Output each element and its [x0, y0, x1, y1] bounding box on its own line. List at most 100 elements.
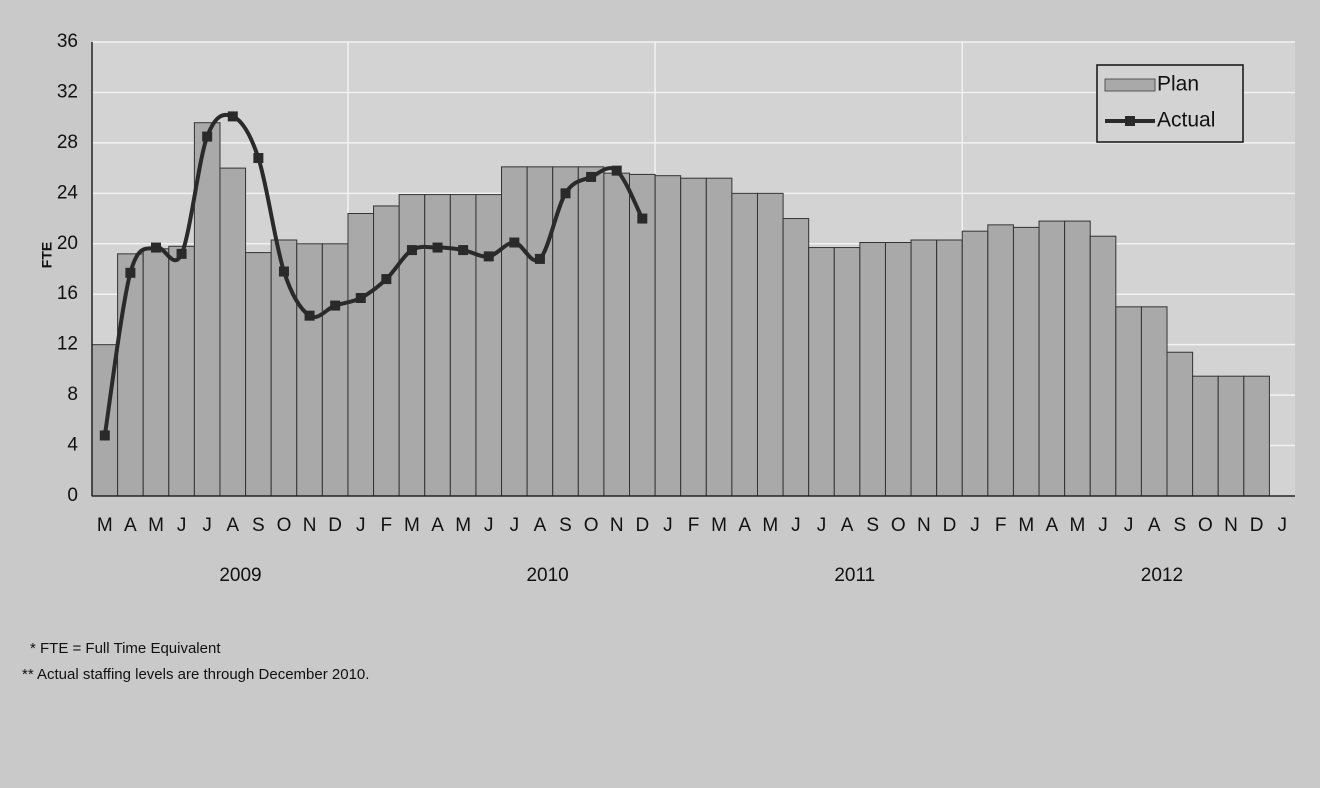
bar — [603, 172, 631, 497]
marker — [304, 310, 315, 321]
bar — [1140, 306, 1168, 497]
bar — [398, 194, 426, 497]
x-tick-label: F — [381, 515, 393, 536]
x-tick-label: S — [866, 515, 879, 536]
x-tick-label: J — [484, 515, 494, 536]
y-tick-label: 12 — [57, 334, 78, 355]
x-tick-label: M — [455, 515, 471, 536]
year-label: 2011 — [834, 565, 875, 586]
bar — [1243, 375, 1270, 497]
marker — [125, 267, 136, 278]
marker — [560, 188, 571, 199]
bar — [1089, 235, 1117, 497]
marker — [227, 111, 238, 122]
x-tick-label: D — [1250, 515, 1264, 536]
x-tick-label: M — [762, 515, 778, 536]
bar — [1217, 375, 1245, 497]
x-tick-label: O — [891, 515, 906, 536]
x-tick-label: J — [510, 515, 520, 536]
legend-box — [1096, 64, 1244, 143]
bar — [987, 224, 1014, 497]
y-tick-label: 24 — [57, 182, 79, 203]
bar — [577, 166, 605, 497]
bar — [961, 230, 989, 497]
marker — [637, 213, 648, 224]
bar — [654, 175, 682, 497]
y-tick-label: 0 — [67, 485, 78, 506]
x-tick-label: M — [1018, 515, 1034, 536]
x-tick-label: D — [943, 515, 957, 536]
marker — [253, 153, 264, 164]
x-tick-label: M — [404, 515, 420, 536]
marker — [406, 245, 417, 256]
y-tick-label: 36 — [57, 31, 78, 52]
x-tick-label: S — [1173, 515, 1186, 536]
x-tick-label: A — [534, 515, 547, 536]
bar — [859, 242, 886, 497]
x-tick-label: A — [738, 515, 751, 536]
y-tick-label: 4 — [67, 435, 78, 456]
y-tick-label: 28 — [57, 132, 78, 153]
marker — [150, 242, 161, 253]
bar — [808, 247, 835, 497]
y-tick-label: 32 — [57, 81, 78, 102]
bar — [424, 194, 451, 497]
x-tick-label: M — [711, 515, 727, 536]
marker — [432, 242, 443, 253]
x-tick-label: N — [610, 515, 624, 536]
x-tick-label: J — [1124, 515, 1134, 536]
x-tick-label: F — [688, 515, 700, 536]
bar — [1115, 306, 1142, 497]
bar — [296, 243, 323, 497]
x-tick-label: M — [148, 515, 164, 536]
x-tick-label: A — [226, 515, 239, 536]
x-tick-label: A — [1045, 515, 1058, 536]
x-tick-label: A — [1148, 515, 1161, 536]
marker — [99, 430, 110, 441]
x-tick-label: J — [1098, 515, 1108, 536]
x-tick-label: J — [970, 515, 980, 536]
y-tick-label: 16 — [57, 283, 78, 304]
year-label: 2010 — [526, 565, 568, 586]
bar — [1192, 375, 1219, 497]
x-tick-label: F — [995, 515, 1007, 536]
x-tick-label: N — [303, 515, 317, 536]
marker — [458, 245, 469, 256]
bar — [219, 167, 247, 497]
bar — [270, 239, 298, 497]
bar — [1038, 220, 1066, 497]
legend-label: Actual — [1157, 109, 1215, 132]
marker — [483, 251, 494, 262]
legend-label: Plan — [1157, 73, 1199, 96]
legend-marker — [1125, 116, 1135, 126]
x-tick-label: J — [202, 515, 212, 536]
footnote: ** Actual staffing levels are through De… — [22, 666, 369, 683]
x-tick-label: O — [584, 515, 599, 536]
year-label: 2009 — [219, 565, 261, 586]
bar — [756, 192, 784, 497]
y-tick-label: 8 — [67, 384, 78, 405]
bar — [449, 194, 477, 497]
bar — [731, 192, 758, 497]
y-tick-label: 20 — [57, 233, 78, 254]
x-tick-label: A — [124, 515, 137, 536]
bar — [680, 177, 707, 497]
bar — [142, 248, 170, 497]
bar — [245, 252, 272, 497]
marker — [509, 237, 520, 248]
bar — [526, 166, 554, 497]
x-tick-label: A — [431, 515, 444, 536]
bar — [833, 247, 861, 497]
bar — [1064, 220, 1091, 497]
marker — [176, 248, 187, 259]
x-tick-label: J — [356, 515, 366, 536]
bar — [373, 205, 400, 497]
x-tick-label: J — [663, 515, 673, 536]
bar — [168, 245, 195, 497]
x-tick-label: N — [917, 515, 931, 536]
marker — [278, 266, 289, 277]
legend-swatch — [1104, 78, 1156, 92]
bar — [1166, 351, 1194, 497]
marker — [586, 171, 597, 182]
